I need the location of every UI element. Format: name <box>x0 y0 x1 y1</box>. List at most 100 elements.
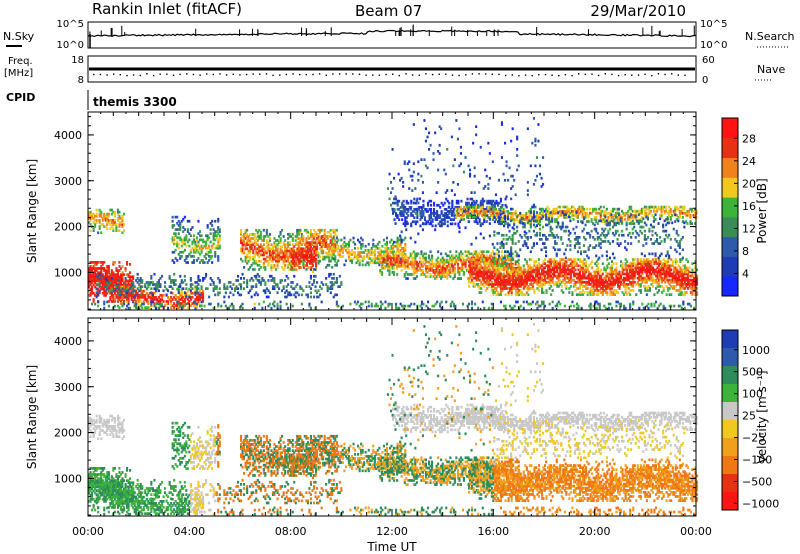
power-cell <box>124 267 127 270</box>
power-cell <box>633 262 636 265</box>
power-cell <box>501 274 504 278</box>
power-cell <box>424 271 427 274</box>
power-cell <box>557 272 560 276</box>
power-cell <box>440 210 443 213</box>
power-cell <box>115 289 118 293</box>
power-cell <box>279 241 282 244</box>
power-cell <box>562 268 565 272</box>
power-cell <box>455 211 458 215</box>
power-cell <box>436 212 439 215</box>
power-cell <box>612 280 615 284</box>
power-cell <box>249 257 252 261</box>
power-cell <box>334 239 337 242</box>
power-cell <box>326 237 329 240</box>
power-cell <box>271 277 274 280</box>
power-cell <box>521 270 524 274</box>
power-cell <box>273 249 276 253</box>
power-cell <box>151 291 154 295</box>
power-cell <box>189 277 192 280</box>
power-cell <box>173 261 176 264</box>
power-cell <box>569 272 572 276</box>
power-cell <box>145 287 148 290</box>
power-cell <box>405 199 408 203</box>
power-cell <box>489 199 492 203</box>
power-cell <box>534 280 537 284</box>
power-cell <box>493 264 496 268</box>
power-cell <box>417 206 420 209</box>
power-cell <box>240 239 243 242</box>
power-cell <box>157 289 160 293</box>
power-cell <box>574 274 577 278</box>
power-cell <box>458 258 461 262</box>
power-cell <box>618 287 621 290</box>
power-cell <box>328 255 331 259</box>
power-cell <box>430 210 433 213</box>
power-cell <box>279 245 282 249</box>
power-cell <box>647 270 650 274</box>
power-cell <box>551 289 554 292</box>
power-cell <box>382 254 385 258</box>
power-cell <box>203 240 206 244</box>
power-cell <box>594 285 597 288</box>
power-cell <box>396 264 399 268</box>
power-cell <box>618 280 621 284</box>
power-cell <box>361 251 364 254</box>
power-cell <box>338 255 341 258</box>
power-cell <box>475 252 478 256</box>
power-cell <box>329 228 332 232</box>
power-cell <box>433 210 436 213</box>
power-cell <box>262 257 265 261</box>
power-cell <box>357 251 360 254</box>
power-cell <box>262 266 265 269</box>
power-cell <box>550 260 553 263</box>
power-cell <box>338 251 341 254</box>
power-cell <box>490 274 493 278</box>
power-cell <box>287 263 290 267</box>
power-cell <box>589 278 592 282</box>
power-cell <box>650 274 653 278</box>
power-cell <box>632 258 635 261</box>
power-cell <box>544 258 547 261</box>
power-cell <box>101 287 104 291</box>
power-cell <box>382 258 385 262</box>
power-cell <box>288 268 291 271</box>
power-cell <box>597 289 600 292</box>
power-cell <box>379 249 382 252</box>
power-cell <box>659 274 662 278</box>
power-cell <box>276 261 279 265</box>
power-cell <box>409 262 412 266</box>
power-cell <box>290 255 293 259</box>
power-cell <box>88 281 91 285</box>
power-cell <box>98 221 101 224</box>
power-cell <box>291 281 294 284</box>
power-cell <box>647 274 650 278</box>
power-cell <box>354 242 357 246</box>
power-cell <box>123 294 126 297</box>
power-cell <box>290 235 293 238</box>
power-cell <box>392 242 395 246</box>
power-cell <box>656 283 659 286</box>
power-cell <box>115 229 118 232</box>
power-cell <box>456 271 459 274</box>
power-cell <box>109 219 112 222</box>
power-cell <box>301 251 304 255</box>
power-cell <box>420 206 423 209</box>
power-cell <box>491 256 494 260</box>
power-cell <box>367 242 370 246</box>
power-cell <box>136 302 139 305</box>
power-cell <box>179 298 182 301</box>
power-cell <box>414 256 417 260</box>
power-cell <box>595 276 598 280</box>
power-cell <box>205 274 208 278</box>
power-cell <box>668 287 671 290</box>
power-cell <box>604 278 607 282</box>
power-cell <box>189 279 192 282</box>
power-cell <box>525 262 528 265</box>
power-cell <box>420 210 423 213</box>
power-cell <box>217 255 220 258</box>
power-cell <box>299 230 302 234</box>
power-cell <box>560 272 563 276</box>
power-cell <box>118 265 121 268</box>
power-cell <box>212 238 215 242</box>
power-cell <box>397 262 400 266</box>
